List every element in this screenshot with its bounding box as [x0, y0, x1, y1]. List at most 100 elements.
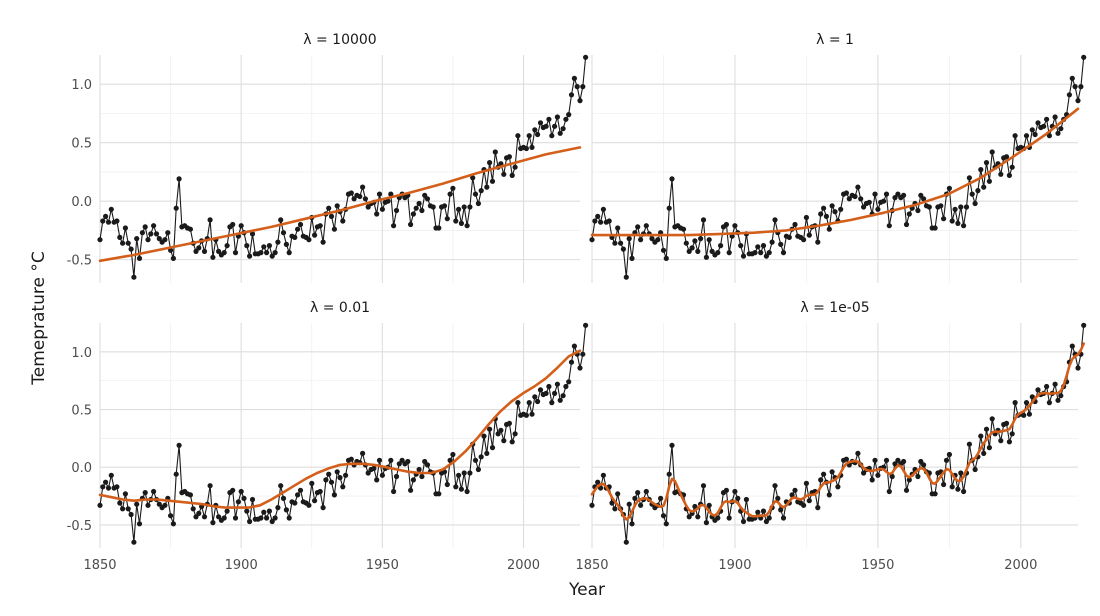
data-point	[989, 149, 995, 155]
data-point	[635, 490, 641, 496]
data-point	[512, 431, 518, 437]
data-point	[778, 241, 784, 247]
data-point	[803, 214, 810, 221]
data-point	[623, 274, 629, 280]
data-point	[1006, 172, 1013, 178]
data-point	[391, 488, 397, 495]
data-point	[357, 193, 363, 200]
data-point	[286, 515, 292, 521]
data-point	[176, 176, 182, 182]
data-point	[120, 506, 126, 512]
data-point	[306, 502, 312, 508]
data-point	[549, 400, 555, 406]
data-point	[230, 221, 236, 228]
panel-title: λ = 1	[816, 32, 854, 48]
data-point	[915, 473, 921, 480]
data-point	[580, 351, 586, 357]
data-point	[801, 502, 807, 508]
data-point	[718, 243, 724, 249]
data-point	[331, 226, 337, 232]
data-point	[484, 184, 490, 190]
data-point	[769, 239, 775, 245]
data-point	[966, 441, 973, 447]
data-point	[598, 219, 604, 225]
data-point	[1069, 75, 1075, 81]
data-point	[535, 398, 541, 405]
data-point	[114, 484, 120, 490]
data-point	[168, 513, 174, 519]
data-point	[629, 255, 635, 261]
data-point	[131, 274, 137, 280]
data-point	[861, 204, 867, 210]
data-point	[806, 498, 812, 504]
data-point	[405, 458, 411, 465]
data-point	[1035, 120, 1041, 126]
data-point	[475, 466, 481, 473]
data-point	[1032, 131, 1038, 138]
data-point	[506, 420, 512, 426]
data-point	[766, 250, 772, 256]
data-point	[1081, 54, 1087, 60]
data-point	[362, 196, 368, 202]
data-point	[139, 230, 145, 236]
data-point	[789, 492, 795, 498]
data-point	[901, 458, 907, 465]
data-point	[700, 483, 707, 489]
data-point	[732, 488, 738, 495]
data-point	[151, 488, 157, 495]
data-point	[292, 500, 298, 506]
data-point	[450, 451, 456, 458]
data-point	[895, 191, 901, 197]
y-tick-label: 0.5	[71, 137, 92, 152]
data-point	[792, 487, 798, 493]
data-point	[264, 250, 270, 256]
data-point	[207, 217, 213, 223]
data-point	[275, 239, 281, 245]
data-point	[122, 225, 128, 231]
smoothed-fit-line	[590, 342, 1085, 521]
data-point	[478, 188, 484, 194]
data-point	[1009, 431, 1015, 437]
data-point	[396, 461, 402, 467]
data-point	[843, 190, 850, 196]
data-point	[557, 397, 563, 403]
data-point	[986, 445, 993, 451]
data-point	[1069, 343, 1075, 349]
data-point	[151, 223, 157, 229]
data-point	[866, 199, 872, 205]
data-point	[932, 225, 938, 231]
data-point	[145, 502, 151, 508]
data-point	[340, 218, 346, 224]
data-point	[706, 237, 712, 243]
data-point	[663, 255, 669, 261]
data-point	[258, 250, 264, 256]
data-point	[416, 466, 422, 473]
data-point	[571, 75, 578, 81]
data-point	[949, 218, 955, 224]
smoothed-fit-line	[590, 107, 1080, 237]
data-point	[134, 501, 140, 507]
data-point	[726, 250, 732, 256]
data-point	[706, 502, 712, 508]
smoothed-fit-line	[98, 146, 582, 263]
data-point	[216, 514, 222, 520]
data-point	[340, 484, 346, 490]
data-point	[100, 218, 106, 224]
data-point	[156, 236, 162, 242]
data-point	[278, 217, 284, 223]
data-point	[612, 240, 618, 246]
data-point	[450, 185, 456, 191]
data-point	[320, 505, 326, 511]
data-point	[221, 515, 227, 521]
data-point	[615, 225, 621, 231]
data-point	[983, 426, 990, 432]
data-point	[772, 217, 778, 223]
data-point	[120, 240, 126, 246]
panel-title: λ = 1e-05	[800, 300, 869, 316]
data-point	[941, 481, 947, 488]
data-point	[818, 211, 824, 217]
data-point	[635, 224, 641, 230]
data-point	[915, 207, 921, 214]
data-point	[187, 226, 193, 232]
data-point	[852, 193, 858, 200]
